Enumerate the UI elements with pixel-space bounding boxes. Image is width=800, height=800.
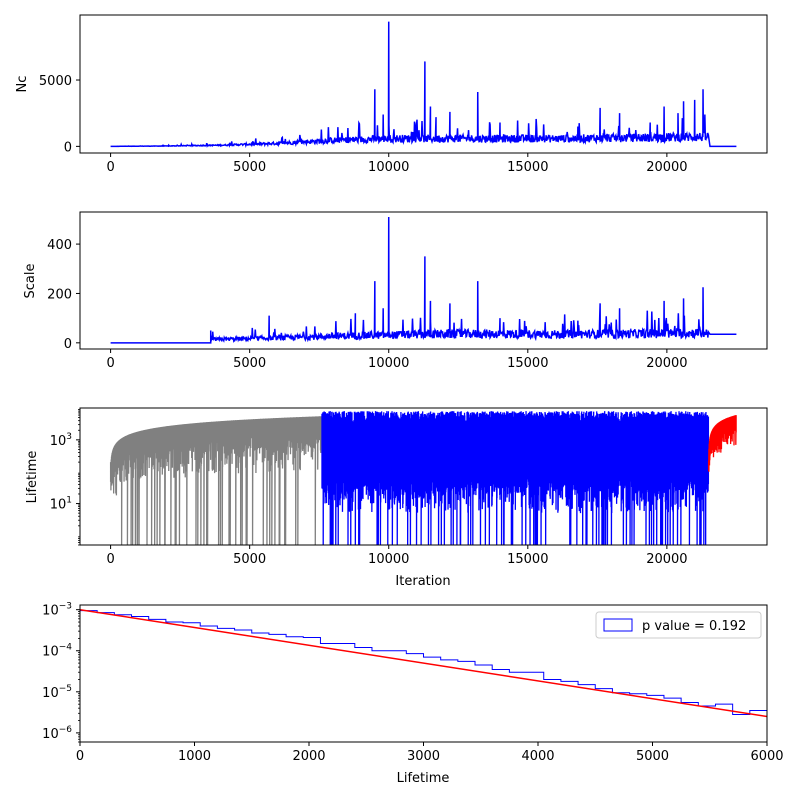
x-tick-label: 5000: [233, 356, 266, 371]
scale-x-ticks: 0 5000 10000 15000 20000: [106, 349, 688, 371]
series-line: [109, 416, 323, 545]
x-tick-label: 20000: [646, 356, 687, 371]
x-tick-label: 4000: [521, 749, 554, 764]
x-tick-label: 5000: [233, 552, 266, 567]
panel-nc: 0 5000 10000 15000 20000 0 5000 Nc: [15, 14, 768, 175]
y-tick-label: 5000: [39, 74, 72, 89]
x-tick-label: 0: [106, 160, 114, 175]
y-tick-label: 0: [64, 140, 72, 155]
x-tick-label: 0: [106, 356, 114, 371]
x-tick-label: 6000: [750, 749, 783, 764]
nc-x-ticks: 0 5000 10000 15000 20000: [106, 153, 688, 175]
scale-y-ticks: 0 200 400: [47, 238, 80, 352]
x-tick-label: 10000: [368, 356, 409, 371]
nc-ylabel: Nc: [15, 76, 30, 93]
x-tick-label: 1000: [178, 749, 211, 764]
legend-swatch: [603, 618, 633, 632]
panel-histogram: 0 1000 2000 3000 4000 5000 6000 10−610−510−410…: [42, 602, 783, 786]
nc-frame: [79, 14, 768, 154]
histogram-y-ticks: 10−6 10−5 10−4 10−3: [42, 602, 80, 743]
y-tick-label: 0: [64, 337, 72, 352]
y-tick-label: 10−3: [42, 602, 72, 619]
lifetime-plot-area: [109, 411, 737, 545]
x-tick-label: 0: [106, 552, 114, 567]
nc-y-ticks: 0 5000: [39, 74, 80, 155]
y-tick-label: 10−4: [42, 643, 72, 660]
x-tick-label: 15000: [507, 160, 548, 175]
series-line: [707, 415, 737, 472]
legend-box: [595, 611, 762, 639]
x-tick-label: 15000: [507, 552, 548, 567]
scale-ylabel: Scale: [23, 264, 38, 299]
histogram-step: [80, 610, 767, 742]
series-line: [110, 216, 737, 344]
scale-plot-area: [110, 216, 737, 344]
y-tick-label: 200: [47, 287, 72, 302]
y-tick-label: 400: [47, 238, 72, 253]
lifetime-xlabel: Iteration: [395, 574, 450, 589]
panel-lifetime: 0 5000 10000 15000 20000 101 103 Lifetime Ite…: [25, 407, 768, 589]
x-tick-label: 10000: [368, 552, 409, 567]
x-tick-label: 5000: [233, 160, 266, 175]
panel-scale: 0 5000 10000 15000 20000 0 200 400 Scale: [23, 211, 768, 371]
lifetime-ylabel: Lifetime: [25, 451, 40, 504]
x-tick-label: 2000: [292, 749, 325, 764]
x-tick-label: 5000: [636, 749, 669, 764]
series-line: [321, 411, 710, 545]
histogram-plot-area: [80, 608, 767, 742]
x-tick-label: 10000: [368, 160, 409, 175]
lifetime-x-ticks: 0 5000 10000 15000 20000: [106, 545, 688, 567]
histogram-x-ticks: 0 1000 2000 3000 4000 5000 6000: [76, 742, 784, 764]
y-tick-label: 101: [50, 496, 72, 513]
x-tick-label: 20000: [646, 160, 687, 175]
lifetime-y-ticks: 101 103: [50, 409, 80, 546]
nc-plot-area: [110, 21, 737, 149]
legend-label: p value = 0.192: [642, 619, 746, 634]
histogram-xlabel: Lifetime: [397, 771, 450, 786]
y-tick-label: 10−6: [42, 725, 72, 742]
legend: p value = 0.192: [595, 611, 762, 639]
y-tick-label: 103: [50, 432, 72, 449]
x-tick-label: 15000: [507, 356, 548, 371]
x-tick-label: 0: [76, 749, 84, 764]
x-tick-label: 3000: [407, 749, 440, 764]
fit-line: [80, 608, 767, 718]
scale-frame: [79, 211, 768, 350]
x-tick-label: 20000: [646, 552, 687, 567]
y-tick-label: 10−5: [42, 684, 72, 701]
series-line: [110, 21, 737, 149]
